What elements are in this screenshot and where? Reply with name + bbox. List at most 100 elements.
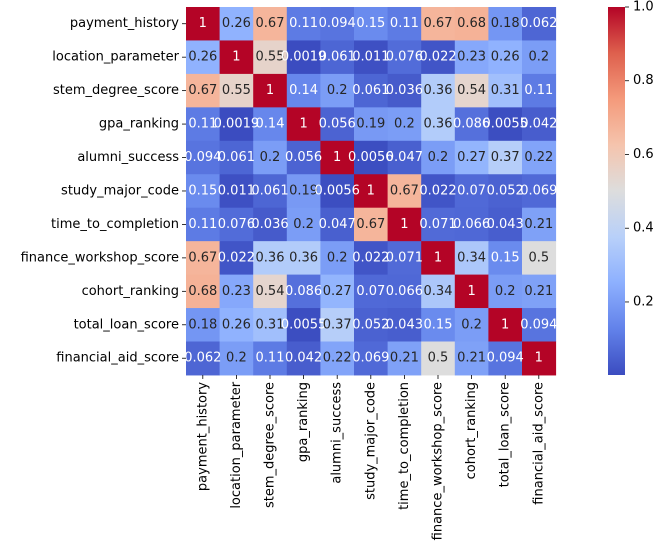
heatmap-cell [186, 174, 221, 209]
heatmap-cell [522, 207, 557, 242]
cell-annotation: 0.67 [188, 250, 217, 265]
column-label: gpa_ranking [296, 382, 311, 462]
column-label: study_major_code [363, 382, 378, 500]
heatmap-cell [219, 107, 254, 142]
heatmap-cell [320, 107, 355, 142]
cell-annotation: 0.071 [419, 217, 456, 232]
cell-annotation: 0.2 [461, 317, 482, 332]
cell-annotation: 0.069 [352, 351, 389, 366]
heatmap-cell [253, 140, 288, 175]
heatmap-cell [454, 107, 489, 142]
cell-annotation: 0.2 [528, 50, 549, 65]
cell-annotation: 0.0019 [281, 50, 327, 65]
colorbar-tick-label: 0.6 [633, 147, 654, 162]
cell-annotation: 0.076 [386, 50, 423, 65]
cell-annotation: 0.26 [222, 16, 251, 31]
cell-annotation: 0.15 [491, 250, 520, 265]
heatmap-cell [354, 341, 389, 376]
heatmap-cell [219, 7, 254, 41]
heatmap-cell [186, 207, 221, 242]
row-label: gpa_ranking [99, 117, 179, 132]
heatmap-cell [286, 174, 321, 209]
cell-annotation: 0.2 [394, 117, 415, 132]
heatmap-cell [219, 308, 254, 342]
heatmap-cell [387, 341, 422, 376]
heatmap-cell [320, 207, 355, 242]
cell-annotations: 1 0.26 0.67 0.11 0.094 0.15 0.11 0.67 0.68 0.18 0.… [184, 16, 557, 366]
colorbar-tick-label: 0.2 [633, 294, 654, 309]
cell-annotation: 1 [333, 150, 341, 165]
cell-annotation: 0.68 [457, 16, 486, 31]
heatmap-cell [454, 73, 489, 108]
heatmap-cell [186, 241, 221, 276]
cell-annotation: 0.2 [226, 351, 247, 366]
cell-annotation: 0.056 [319, 117, 356, 132]
heatmap-cell [253, 308, 288, 342]
heatmap-cell [522, 341, 557, 376]
cell-annotation: 0.36 [289, 250, 318, 265]
heatmap-cell [522, 174, 557, 209]
cell-annotation: 0.043 [386, 317, 423, 332]
heatmap-cell [354, 274, 389, 309]
cell-annotation: 0.07 [457, 183, 486, 198]
heatmap-cell [522, 308, 557, 342]
cell-annotation: 0.5 [528, 250, 549, 265]
column-label: time_to_completion [397, 382, 412, 510]
heatmap-cell [387, 107, 422, 142]
heatmap-cells [186, 7, 557, 376]
cell-annotation: 0.54 [457, 83, 486, 98]
heatmap-cell [421, 274, 456, 309]
cell-annotation: 0.061 [352, 83, 389, 98]
heatmap-cell [387, 140, 422, 175]
cell-annotation: 0.047 [386, 150, 423, 165]
row-label: cohort_ranking [82, 284, 179, 299]
cell-annotation: 1 [434, 250, 442, 265]
heatmap-cell [354, 174, 389, 209]
heatmap-cell [286, 107, 321, 142]
heatmap-cell [488, 7, 523, 41]
row-label: study_major_code [61, 183, 179, 198]
heatmap-cell [488, 107, 523, 142]
heatmap-cell [320, 7, 355, 41]
cell-annotation: 0.069 [520, 183, 557, 198]
heatmap-cell [488, 140, 523, 175]
heatmap-cell [354, 140, 389, 175]
heatmap-cell [454, 274, 489, 309]
row-label: location_parameter [52, 50, 179, 65]
cell-annotation: 0.21 [524, 217, 553, 232]
cell-annotation: 0.19 [289, 183, 318, 198]
cell-annotation: 0.0055 [281, 317, 327, 332]
cell-annotation: 0.11 [524, 83, 553, 98]
heatmap-cell [253, 107, 288, 142]
cell-annotation: 0.071 [386, 250, 423, 265]
heatmap-cell [354, 207, 389, 242]
cell-annotation: 0.55 [222, 83, 251, 98]
cell-annotation: 0.036 [386, 83, 423, 98]
cell-annotation: 0.2 [260, 150, 281, 165]
heatmap-cell [219, 140, 254, 175]
cell-annotation: 0.21 [457, 351, 486, 366]
heatmap-cell [454, 207, 489, 242]
heatmap-cell [421, 140, 456, 175]
heatmap-cell [219, 207, 254, 242]
heatmap-cell [522, 274, 557, 309]
heatmap-cell [488, 341, 523, 376]
cell-annotation: 1 [299, 117, 307, 132]
heatmap-cell [421, 207, 456, 242]
column-label: total_loan_score [498, 382, 513, 487]
cell-annotation: 0.061 [319, 50, 356, 65]
cell-annotation: 0.11 [256, 351, 285, 366]
heatmap-cell [387, 174, 422, 209]
heatmap-cell [253, 40, 288, 75]
heatmap-cell [421, 241, 456, 276]
cell-annotation: 0.022 [419, 183, 456, 198]
cell-annotation: 0.22 [323, 351, 352, 366]
cell-annotation: 0.21 [524, 284, 553, 299]
cell-annotation: 0.2 [495, 284, 516, 299]
row-label: finance_workshop_score [21, 250, 179, 265]
heatmap-cell [387, 40, 422, 75]
cell-annotation: 0.11 [188, 117, 217, 132]
heatmap-cell [320, 40, 355, 75]
cell-annotation: 0.36 [424, 117, 453, 132]
